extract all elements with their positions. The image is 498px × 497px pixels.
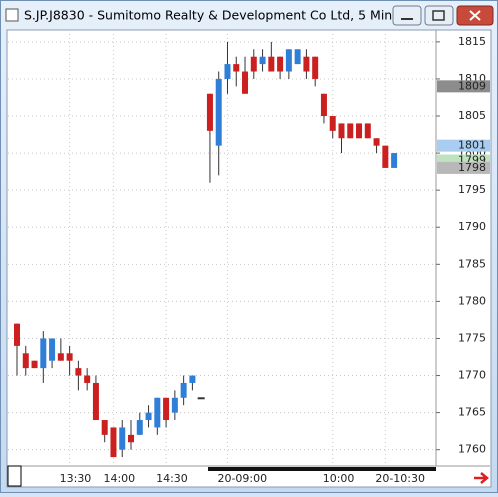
- maximize-button[interactable]: [424, 5, 454, 26]
- candle-body: [66, 353, 73, 361]
- x-tick-label: 13:30: [60, 472, 92, 485]
- candle-body: [57, 353, 64, 361]
- candle-body: [31, 360, 38, 369]
- candle-body: [145, 412, 152, 421]
- x-tick-label: 10:00: [323, 472, 355, 485]
- y-tick-label: 1785: [458, 257, 486, 270]
- candle-body: [101, 420, 108, 435]
- y-tick-label: 1790: [458, 220, 486, 233]
- price-label: 1809: [458, 79, 486, 92]
- candle-body: [329, 116, 336, 131]
- candle-body: [259, 56, 266, 65]
- candle-body: [49, 338, 56, 361]
- candle-body: [119, 427, 126, 450]
- candle-body: [250, 56, 257, 72]
- price-label-box: [437, 139, 490, 152]
- candle-body: [347, 123, 354, 139]
- price-label: 1798: [458, 161, 486, 174]
- candle-body: [84, 375, 91, 383]
- candle-body: [373, 138, 380, 146]
- y-tick-label: 1780: [458, 294, 486, 307]
- candle-body: [382, 145, 389, 168]
- candle-body: [233, 64, 240, 72]
- candle-body: [312, 56, 319, 79]
- candle-body: [92, 382, 99, 421]
- x-tick-label: 20-10:30: [375, 472, 425, 485]
- candle-body: [180, 382, 187, 398]
- price-label-box: [437, 161, 490, 174]
- candle-body: [75, 368, 82, 376]
- price-label: 1801: [458, 139, 486, 152]
- y-tick-label: 1765: [458, 406, 486, 419]
- candle-body: [197, 397, 205, 400]
- minimize-button[interactable]: [392, 5, 422, 26]
- y-tick-label: 1815: [458, 35, 486, 48]
- candle-body: [242, 71, 249, 94]
- candle-body: [14, 323, 20, 346]
- scroll-thumb[interactable]: [7, 465, 22, 487]
- candle-body: [110, 427, 117, 458]
- window-title: S.JP.J8830 - Sumitomo Realty & Developme…: [24, 8, 392, 23]
- candle-body: [136, 420, 143, 435]
- candle-body: [171, 397, 178, 413]
- y-tick-label: 1760: [458, 443, 486, 456]
- candle-body: [338, 123, 345, 139]
- candle-body: [154, 397, 161, 428]
- candle-body: [224, 64, 231, 79]
- chart-area: [6, 29, 492, 488]
- candle-body: [40, 338, 47, 369]
- candle-body: [294, 49, 301, 65]
- candle-body: [22, 353, 29, 369]
- x-tick-label: 20-09:00: [217, 472, 267, 485]
- candle-body: [128, 434, 135, 443]
- candle-body: [391, 153, 398, 168]
- candle-body: [356, 123, 363, 139]
- price-label-box: [437, 80, 490, 93]
- y-tick-label: 1775: [458, 331, 486, 344]
- y-tick-label: 1795: [458, 183, 486, 196]
- candle-body: [163, 397, 170, 421]
- candle-body: [206, 93, 213, 131]
- scroll-right-arrow[interactable]: [474, 472, 489, 484]
- candle-body: [189, 375, 196, 383]
- scroll-range: [208, 467, 436, 471]
- y-tick-label: 1805: [458, 109, 486, 122]
- candle-body: [285, 49, 292, 72]
- candle-body: [364, 123, 371, 139]
- candle-body: [268, 56, 275, 72]
- x-tick-label: 14:30: [156, 472, 188, 485]
- candle-body: [215, 78, 222, 146]
- x-tick-label: 14:00: [103, 472, 135, 485]
- window-icon: [5, 8, 19, 22]
- candle-body: [320, 93, 327, 117]
- candle-body: [277, 56, 284, 72]
- y-tick-label: 1770: [458, 369, 486, 382]
- candle-body: [303, 56, 310, 72]
